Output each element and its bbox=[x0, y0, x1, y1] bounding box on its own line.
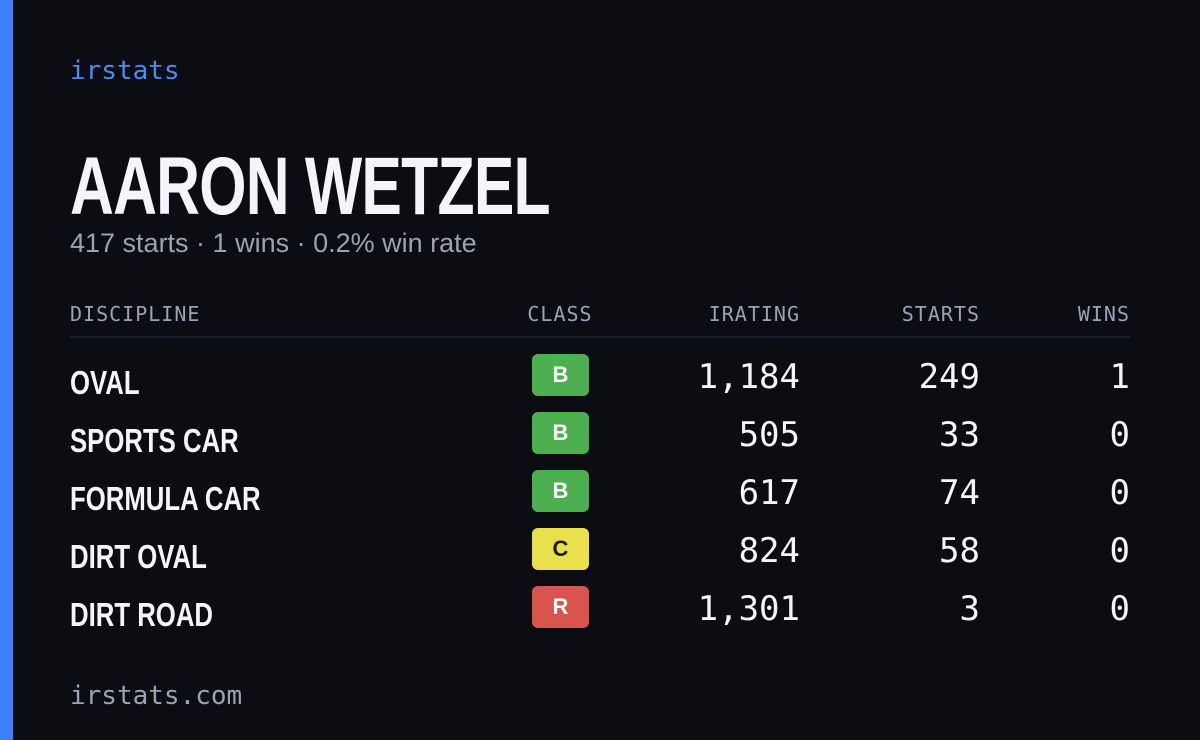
discipline: OVAL bbox=[70, 364, 140, 401]
irating: 1,184 bbox=[697, 357, 800, 397]
wins: 1 bbox=[1109, 357, 1130, 397]
class-badge: R bbox=[532, 586, 589, 628]
accent-bar bbox=[0, 0, 13, 740]
starts: 58 bbox=[939, 531, 980, 571]
discipline: SPORTS CAR bbox=[70, 422, 239, 459]
discipline: DIRT ROAD bbox=[70, 596, 213, 633]
irating: 617 bbox=[738, 473, 800, 513]
starts: 74 bbox=[939, 473, 980, 513]
class-badge: C bbox=[532, 528, 589, 570]
wins: 0 bbox=[1109, 589, 1130, 629]
class-badge: B bbox=[532, 470, 589, 512]
driver-name: AARON WETZEL bbox=[70, 141, 551, 232]
discipline: DIRT OVAL bbox=[70, 538, 207, 575]
brand: irstats bbox=[70, 56, 180, 86]
irating: 1,301 bbox=[697, 589, 800, 629]
discipline: FORMULA CAR bbox=[70, 480, 261, 517]
driver-summary: 417 starts · 1 wins · 0.2% win rate bbox=[70, 228, 477, 258]
starts: 3 bbox=[959, 589, 980, 629]
footer: irstats.com bbox=[70, 681, 243, 711]
irating: 505 bbox=[738, 415, 800, 455]
column-header: DISCIPLINE bbox=[70, 302, 201, 326]
header-rule bbox=[70, 336, 1130, 338]
column-header: CLASS bbox=[527, 302, 593, 326]
column-header: IRATING bbox=[708, 302, 800, 326]
column-header: WINS bbox=[1077, 302, 1130, 326]
class-badge: B bbox=[532, 412, 589, 454]
wins: 0 bbox=[1109, 473, 1130, 513]
starts: 249 bbox=[918, 357, 980, 397]
column-header: STARTS bbox=[901, 302, 980, 326]
irating: 824 bbox=[738, 531, 800, 571]
wins: 0 bbox=[1109, 415, 1130, 455]
wins: 0 bbox=[1109, 531, 1130, 571]
class-badge: B bbox=[532, 354, 589, 396]
starts: 33 bbox=[939, 415, 980, 455]
